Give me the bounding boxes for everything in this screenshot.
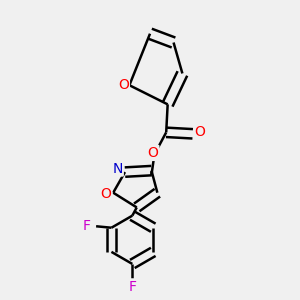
Text: O: O	[118, 78, 129, 92]
Text: F: F	[128, 280, 136, 294]
Text: O: O	[100, 187, 111, 201]
Text: F: F	[82, 219, 90, 233]
Text: O: O	[148, 146, 158, 160]
Text: O: O	[195, 125, 206, 139]
Text: N: N	[112, 161, 123, 176]
